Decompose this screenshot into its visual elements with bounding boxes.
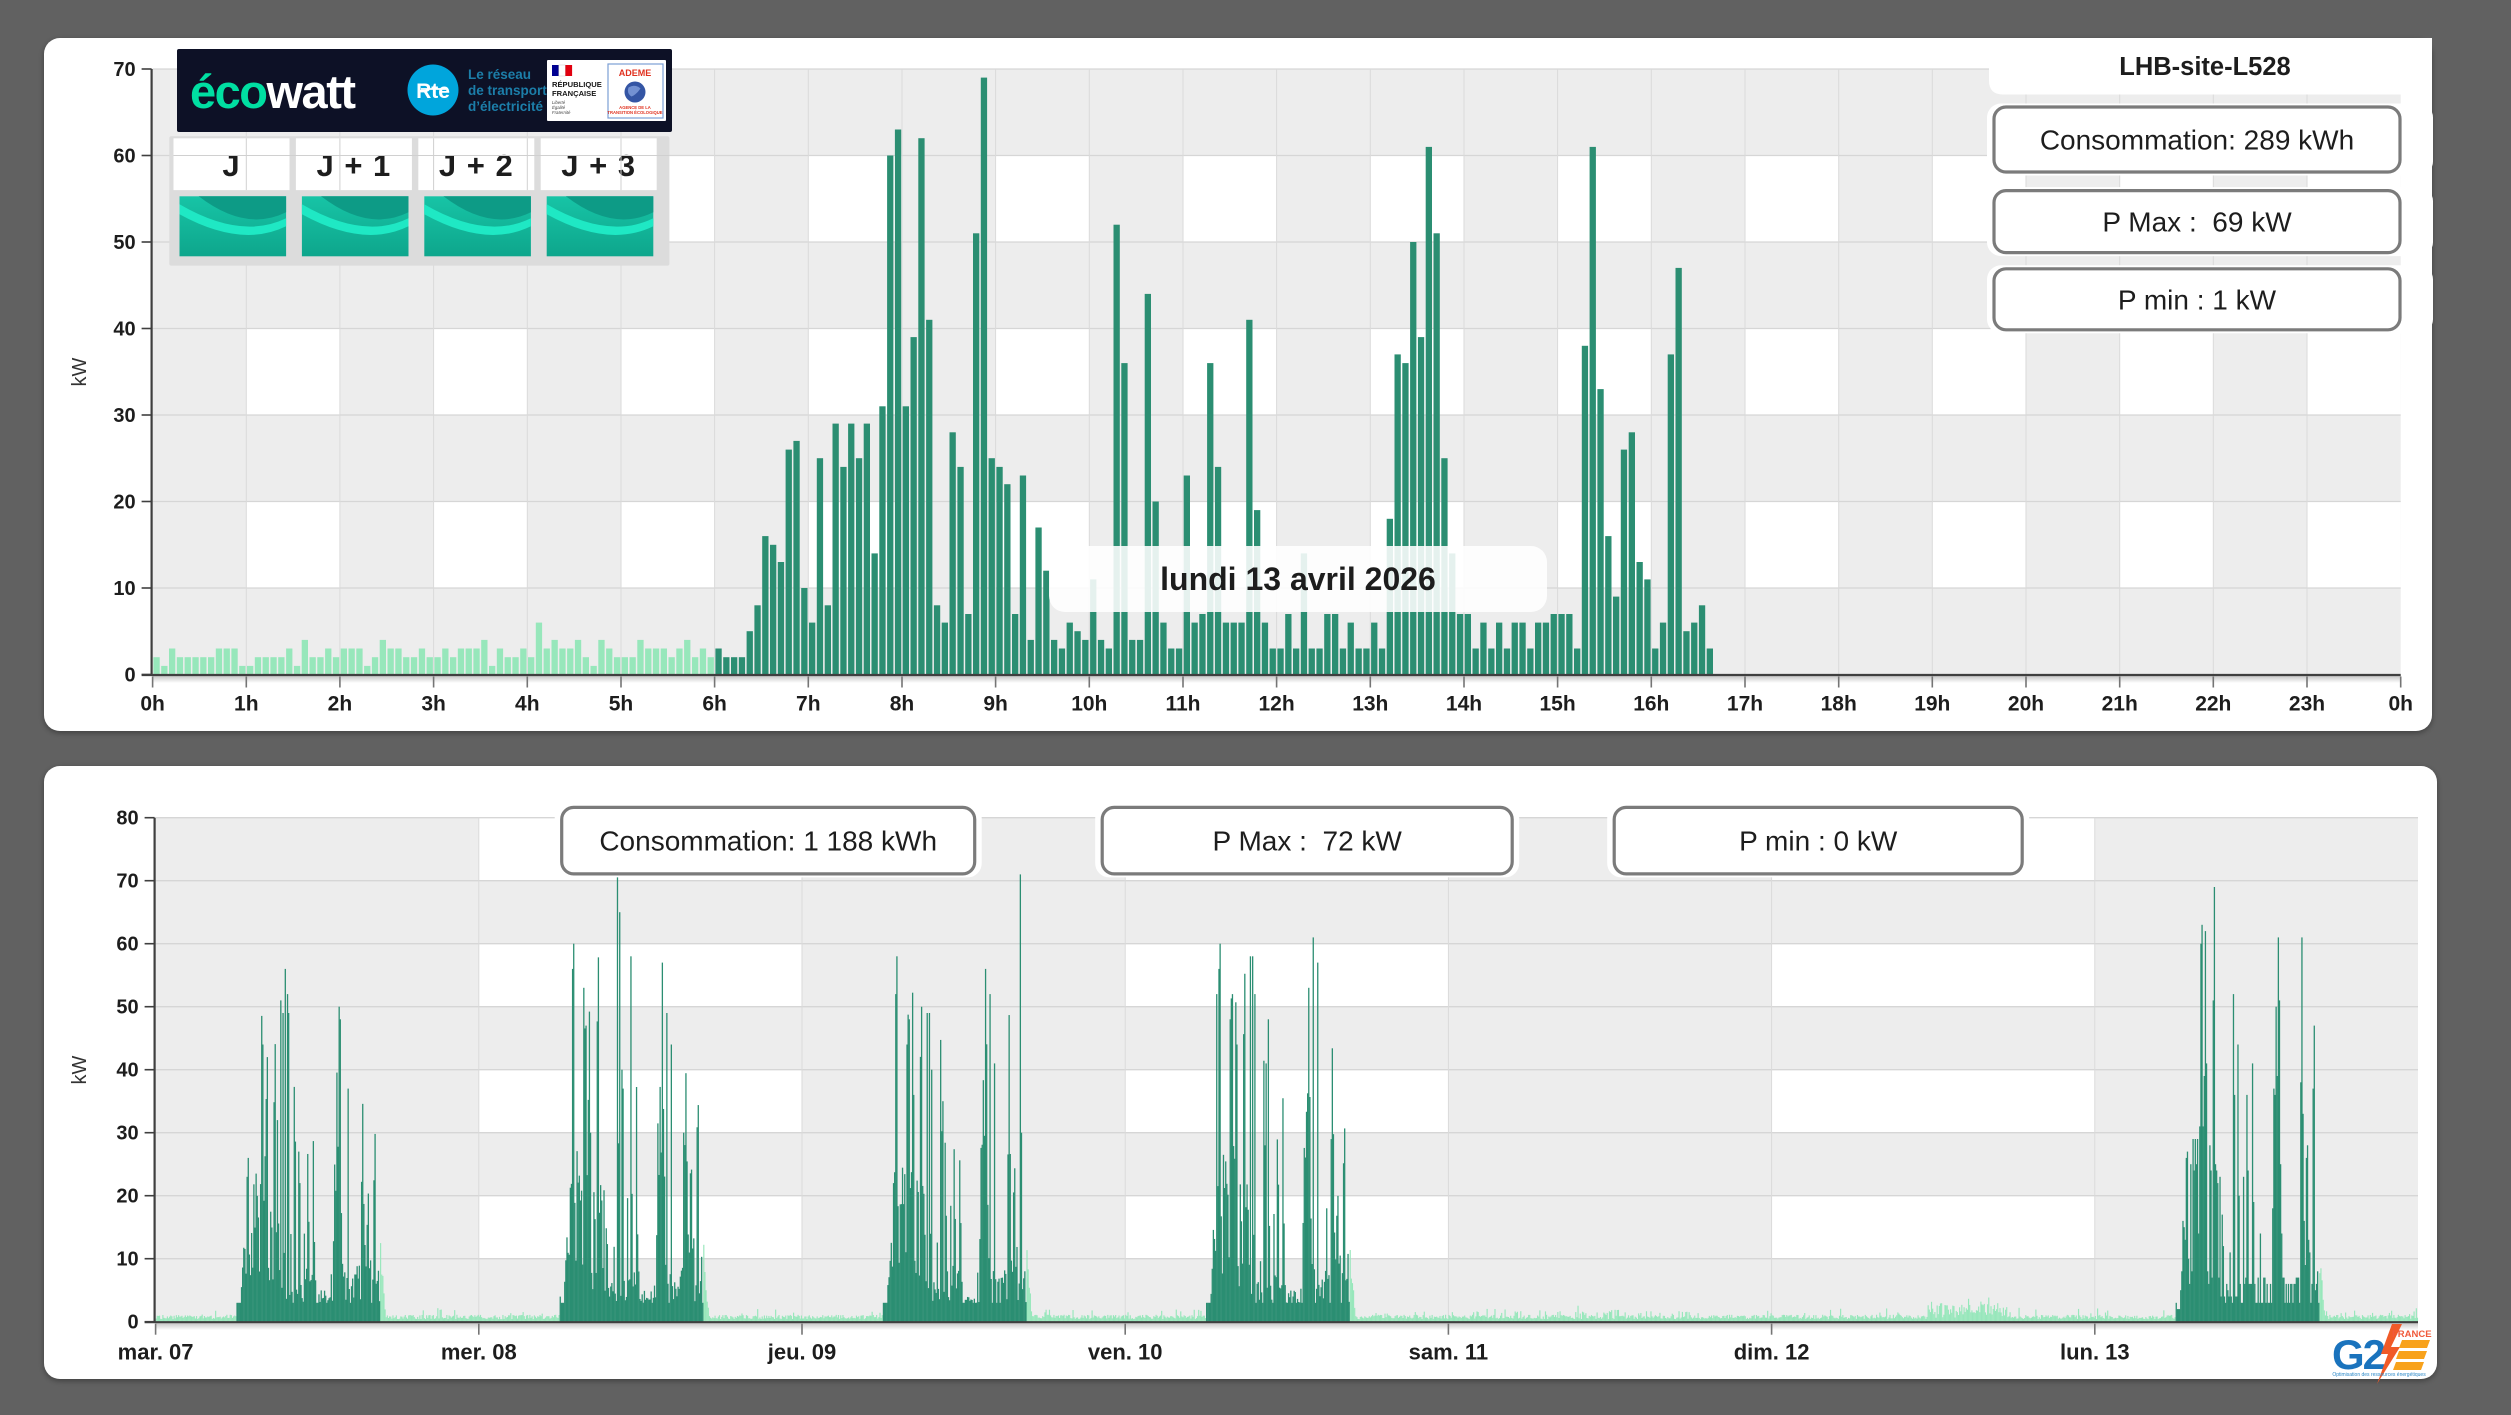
- svg-text:Rte: Rte: [416, 80, 450, 103]
- svg-text:70: 70: [113, 59, 135, 81]
- svg-text:19h: 19h: [1914, 693, 1950, 716]
- svg-text:18h: 18h: [1821, 693, 1857, 716]
- svg-text:RÉPUBLIQUE: RÉPUBLIQUE: [552, 80, 602, 89]
- svg-text:40: 40: [113, 319, 135, 341]
- svg-text:ADEME: ADEME: [619, 68, 652, 78]
- svg-text:J + 3: J + 3: [561, 148, 636, 183]
- svg-text:de transport: de transport: [468, 83, 547, 98]
- svg-text:FRANCE: FRANCE: [2392, 1329, 2432, 1340]
- svg-text:1h: 1h: [234, 693, 259, 716]
- svg-text:P Max : 69 kW: P Max : 69 kW: [2102, 207, 2292, 238]
- svg-text:20: 20: [116, 1186, 138, 1208]
- svg-text:20: 20: [113, 492, 135, 514]
- svg-text:d’électricité: d’électricité: [468, 99, 544, 114]
- svg-text:60: 60: [113, 146, 135, 168]
- svg-text:P Max : 72 kW: P Max : 72 kW: [1213, 826, 1403, 857]
- svg-text:lun. 13: lun. 13: [2060, 1340, 2130, 1365]
- svg-text:3h: 3h: [421, 693, 446, 716]
- svg-text:J + 2: J + 2: [439, 148, 514, 183]
- svg-text:AGENCE DE LA: AGENCE DE LA: [619, 105, 651, 110]
- svg-text:kW: kW: [69, 1055, 91, 1084]
- svg-text:sam. 11: sam. 11: [1409, 1340, 1489, 1365]
- svg-text:7h: 7h: [796, 693, 821, 716]
- svg-text:50: 50: [113, 232, 135, 254]
- svg-text:LHB-site-L528: LHB-site-L528: [2119, 53, 2290, 81]
- svg-text:23h: 23h: [2289, 693, 2325, 716]
- svg-text:J + 1: J + 1: [316, 148, 391, 183]
- svg-text:G2: G2: [2332, 1331, 2385, 1378]
- svg-text:ven. 10: ven. 10: [1088, 1340, 1163, 1365]
- svg-text:16h: 16h: [1633, 693, 1669, 716]
- svg-text:0h: 0h: [140, 693, 165, 716]
- svg-text:6h: 6h: [702, 693, 727, 716]
- svg-text:écowatt: écowatt: [190, 65, 356, 118]
- svg-text:10: 10: [116, 1249, 138, 1271]
- svg-text:FRANÇAISE: FRANÇAISE: [552, 89, 596, 98]
- svg-text:Fraternité: Fraternité: [552, 110, 571, 115]
- svg-text:P min : 0 kW: P min : 0 kW: [1739, 826, 1898, 857]
- svg-text:13h: 13h: [1352, 693, 1388, 716]
- svg-text:5h: 5h: [609, 693, 634, 716]
- svg-text:lundi 13 avril 2026: lundi 13 avril 2026: [1160, 561, 1436, 597]
- svg-text:Liberté: Liberté: [552, 100, 566, 105]
- svg-text:80: 80: [116, 808, 138, 830]
- svg-text:J: J: [222, 148, 240, 183]
- svg-text:mer. 08: mer. 08: [441, 1340, 517, 1365]
- svg-text:4h: 4h: [515, 693, 540, 716]
- svg-text:11h: 11h: [1165, 693, 1200, 716]
- svg-text:kW: kW: [69, 357, 91, 386]
- svg-text:60: 60: [116, 934, 138, 956]
- svg-text:P min : 1 kW: P min : 1 kW: [2118, 284, 2277, 315]
- svg-text:0h: 0h: [2388, 693, 2413, 716]
- svg-text:Consommation: 1 188 kWh: Consommation: 1 188 kWh: [599, 826, 937, 857]
- svg-text:40: 40: [116, 1060, 138, 1082]
- svg-text:0: 0: [124, 665, 135, 687]
- svg-text:mar. 07: mar. 07: [118, 1340, 194, 1365]
- svg-text:15h: 15h: [1540, 693, 1576, 716]
- svg-text:Le réseau: Le réseau: [468, 67, 531, 82]
- svg-text:2h: 2h: [328, 693, 353, 716]
- svg-text:Égalité: Égalité: [552, 105, 566, 110]
- svg-text:21h: 21h: [2102, 693, 2138, 716]
- svg-text:22h: 22h: [2195, 693, 2231, 716]
- svg-text:14h: 14h: [1446, 693, 1482, 716]
- svg-text:0: 0: [127, 1312, 138, 1334]
- svg-text:Consommation: 289 kWh: Consommation: 289 kWh: [2040, 125, 2354, 156]
- svg-text:8h: 8h: [890, 693, 915, 716]
- svg-text:jeu. 09: jeu. 09: [767, 1340, 836, 1365]
- svg-text:17h: 17h: [1727, 693, 1763, 716]
- svg-text:10h: 10h: [1071, 693, 1107, 716]
- svg-text:30: 30: [116, 1123, 138, 1145]
- svg-text:50: 50: [116, 997, 138, 1019]
- svg-text:30: 30: [113, 405, 135, 427]
- svg-text:9h: 9h: [983, 693, 1008, 716]
- svg-text:20h: 20h: [2008, 693, 2044, 716]
- svg-text:70: 70: [116, 871, 138, 893]
- svg-text:dim. 12: dim. 12: [1734, 1340, 1810, 1365]
- svg-text:10: 10: [113, 578, 135, 600]
- svg-text:Optimisation des ressources én: Optimisation des ressources énergétiques: [2332, 1372, 2426, 1378]
- svg-text:12h: 12h: [1259, 693, 1295, 716]
- svg-text:TRANSITION ÉCOLOGIQUE: TRANSITION ÉCOLOGIQUE: [607, 110, 662, 115]
